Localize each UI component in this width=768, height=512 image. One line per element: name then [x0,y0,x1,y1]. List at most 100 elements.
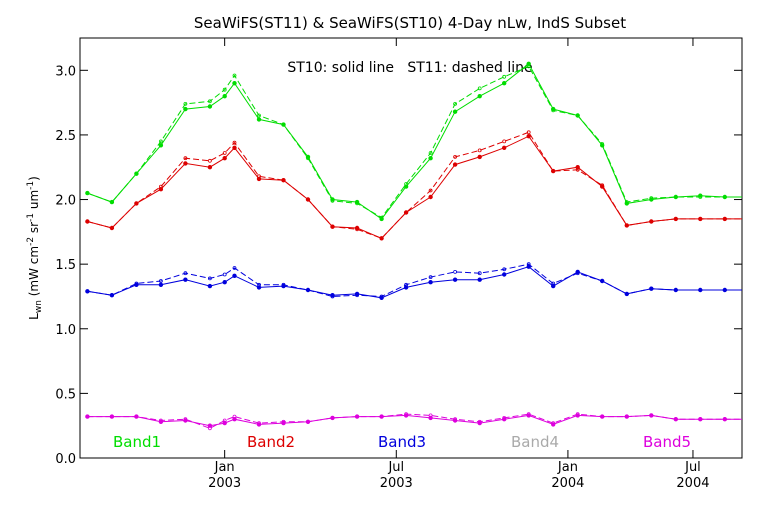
point-band3-st10-4 [183,277,188,282]
point-band1-st11-23 [624,200,629,205]
point-band2-st11-0 [85,219,90,224]
point-band2-st10-15 [428,194,433,200]
point-band3-st11-10 [306,288,310,292]
series-layer [85,61,742,431]
legend-band2: Band2 [247,433,295,451]
point-band3-st10-15 [428,280,433,285]
y-tick-label-0: 0.0 [55,452,76,467]
point-band5-st11-26 [698,417,703,422]
point-band2-st10-5 [207,164,213,170]
point-band1-st10-8 [256,117,262,122]
point-band3-st11-27 [722,288,727,292]
chart-title: SeaWiFS(ST11) & SeaWiFS(ST10) 4-Day nLw,… [194,14,626,32]
point-band5-st11-17 [477,419,482,424]
x-tick-label-year-2: 2004 [551,476,584,491]
point-band1-st11-2 [134,171,139,176]
point-band2-st11-18 [502,139,507,144]
point-band3-st11-4 [183,271,188,276]
point-band3-st10-8 [256,285,262,290]
point-band1-st11-4 [183,102,188,106]
point-band3-st11-0 [85,289,90,294]
point-band5-st11-21 [575,412,580,417]
point-band3-st11-6 [222,272,227,277]
point-band2-st11-14 [404,210,409,215]
point-band1-st11-14 [404,182,409,186]
point-band2-st11-19 [526,130,531,135]
point-band2-st10-19 [526,133,531,139]
point-band1-st11-6 [222,87,227,92]
y-axis: 0.0 0.5 1.0 1.5 2.0 2.5 3.0 [55,64,742,467]
point-band5-st11-18 [502,415,507,420]
point-band3-st11-7 [232,266,237,270]
point-band5-st11-10 [306,419,310,424]
y-axis-label-sup3: -1 [26,181,36,190]
point-band5-st11-1 [110,414,114,419]
point-band1-st10-5 [207,104,213,109]
point-band2-st11-2 [134,201,139,206]
point-band2-st11-15 [428,188,433,193]
point-band1-st10-7 [232,80,237,86]
point-band2-st11-27 [722,216,727,221]
legend-band1: Band1 [113,433,161,451]
point-band2-st11-7 [232,140,237,145]
point-band2-st10-6 [222,155,227,161]
chart-annotation: ST10: solid line ST11: dashed line [287,60,532,76]
point-band5-st11-4 [183,417,188,422]
point-band3-st11-19 [526,262,531,267]
point-band2-st11-24 [649,219,654,224]
series-band2-st10 [87,135,742,239]
point-band2-st11-22 [600,183,605,188]
point-band1-st11-18 [502,74,507,79]
point-band1-st11-19 [526,64,531,69]
point-band3-st10-6 [222,280,227,285]
point-band3-st10-3 [158,282,164,287]
y-tick-label-5: 2.5 [55,129,76,144]
point-band3-st11-5 [207,276,212,281]
point-band3-st11-25 [673,288,678,292]
point-band2-st11-12 [355,227,360,232]
point-band3-st11-8 [257,282,261,287]
x-tick-label-month-3: Jul [684,460,701,475]
y-axis-label-unit: (mW cm [27,246,41,300]
point-band2-st10-21 [575,164,580,170]
point-band3-st10-16 [452,277,458,282]
point-band5-st10-6 [222,420,227,426]
point-band1-st11-17 [477,86,482,91]
point-band1-st10-15 [428,155,433,161]
point-band2-st11-26 [698,216,703,221]
series-band1-st10 [87,63,742,220]
point-band3-st11-2 [134,281,139,286]
point-band1-st11-9 [281,122,286,127]
point-band1-st11-21 [575,113,580,118]
point-band3-st10-17 [477,277,482,282]
point-band3-st11-22 [600,279,605,283]
point-band5-st11-14 [404,412,409,417]
point-band2-st10-7 [232,145,237,150]
point-band2-st11-8 [257,174,261,179]
point-band1-st11-25 [673,195,678,199]
point-band3-st11-16 [453,269,458,274]
point-band2-st11-21 [575,167,580,172]
point-band5-st11-6 [222,418,227,423]
point-band2-st11-1 [110,226,114,230]
point-band5-st10-7 [232,417,237,422]
x-tick-label-month-1: Jul [387,460,404,475]
point-band3-st10-7 [232,273,237,278]
point-band1-st11-26 [698,195,703,199]
point-band5-st11-7 [232,414,237,419]
point-band2-st11-13 [379,236,384,241]
y-axis-label-sub: wn [34,300,44,313]
x-tick-label-year-1: 2003 [380,476,413,491]
point-band1-st10-17 [477,93,482,99]
point-band3-st11-14 [404,282,409,287]
point-band5-st11-11 [330,415,335,420]
point-band1-st11-11 [330,198,335,203]
point-band5-st11-25 [673,417,678,422]
point-band2-st10-18 [502,145,507,150]
point-band1-st11-27 [722,195,727,199]
point-band3-st11-15 [428,275,433,280]
point-band1-st11-12 [355,201,360,206]
y-axis-label-sup1: -2 [26,237,36,246]
point-band2-st11-23 [624,223,629,228]
point-band5-st11-8 [257,421,261,426]
